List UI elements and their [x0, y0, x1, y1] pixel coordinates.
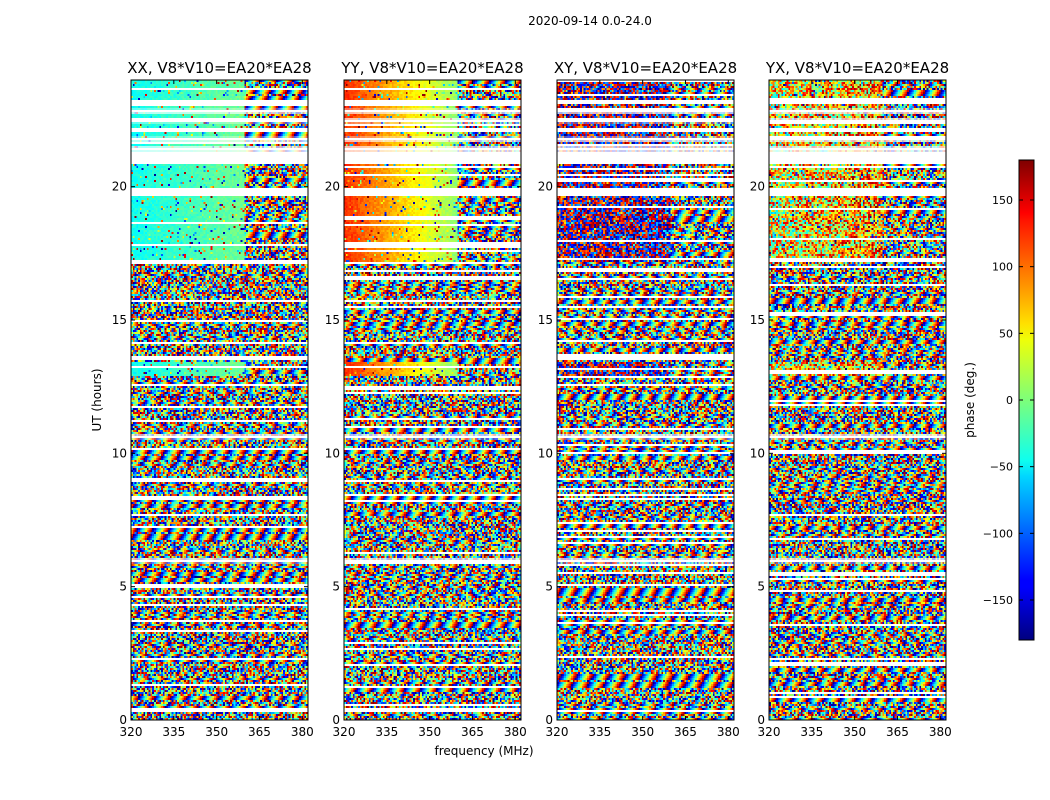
x-tick-label: 335: [162, 725, 185, 739]
x-tick-label: 365: [461, 725, 484, 739]
panel-title: XY, V8*V10=EA20*EA28: [554, 59, 737, 77]
x-tick-label: 350: [631, 725, 654, 739]
y-tick-label: 20: [325, 180, 340, 194]
y-tick-label: 15: [112, 313, 127, 327]
colorbar-tick-label: 0: [1006, 394, 1013, 407]
y-tick-label: 5: [545, 580, 553, 594]
colorbar-tick-label: 150: [992, 194, 1013, 207]
x-tick-label: 320: [333, 725, 356, 739]
phase-image: [769, 80, 946, 720]
colorbar-tick-label: −150: [983, 594, 1013, 607]
y-tick-label: 10: [538, 446, 553, 460]
x-tick-label: 320: [120, 725, 143, 739]
y-tick-label: 10: [325, 446, 340, 460]
y-tick-label: 5: [757, 580, 765, 594]
y-tick-label: 15: [750, 313, 765, 327]
x-axis-label: frequency (MHz): [434, 744, 533, 758]
x-tick-label: 350: [418, 725, 441, 739]
x-tick-label: 365: [248, 725, 271, 739]
y-tick-label: 0: [332, 713, 340, 727]
y-tick-label: 15: [538, 313, 553, 327]
y-tick-label: 20: [538, 180, 553, 194]
panel-3: XY, V8*V10=EA20*EA28 320 335 350 365 380 0 5 10 1…: [538, 59, 740, 739]
y-tick-label: 10: [112, 446, 127, 460]
colorbar-tick-label: −100: [983, 527, 1013, 540]
x-tick-label: 380: [291, 725, 314, 739]
phase-image: [344, 80, 521, 720]
y-tick-label: 5: [332, 580, 340, 594]
panel-title: XX, V8*V10=EA20*EA28: [127, 59, 311, 77]
phase-image: [557, 80, 734, 720]
panel-frame: [343, 79, 522, 721]
panel-title: YY, V8*V10=EA20*EA28: [340, 59, 523, 77]
y-tick-label: 5: [119, 580, 127, 594]
x-tick-label: 380: [504, 725, 527, 739]
x-tick-label: 350: [205, 725, 228, 739]
panel-frame: [768, 79, 947, 721]
y-tick-label: 20: [750, 180, 765, 194]
x-tick-label: 365: [674, 725, 697, 739]
panel-title: YX, V8*V10=EA20*EA28: [765, 59, 949, 77]
x-tick-label: 335: [588, 725, 611, 739]
panel-frame: [556, 79, 735, 721]
x-tick-label: 380: [929, 725, 952, 739]
colorbar-tick-label: 50: [999, 327, 1013, 340]
figure-title: 2020-09-14 0.0-24.0: [528, 14, 652, 28]
y-tick-label: 15: [325, 313, 340, 327]
y-axis-label: UT (hours): [90, 368, 104, 431]
panel-4: YX, V8*V10=EA20*EA28 320 335 350 365 380 0 5 10 1…: [750, 59, 952, 739]
panel-frame: [130, 79, 309, 721]
x-tick-label: 320: [758, 725, 781, 739]
y-tick-label: 10: [750, 446, 765, 460]
x-tick-label: 365: [886, 725, 909, 739]
y-tick-label: 0: [757, 713, 765, 727]
y-tick-label: 0: [545, 713, 553, 727]
y-tick-label: 20: [112, 180, 127, 194]
colorbar-tick-label: −50: [990, 461, 1013, 474]
x-tick-label: 350: [843, 725, 866, 739]
x-tick-label: 380: [717, 725, 740, 739]
panel-1: XX, V8*V10=EA20*EA28 320 335 350 365 380 0 5 10 1…: [112, 59, 314, 739]
x-tick-label: 335: [375, 725, 398, 739]
x-tick-label: 320: [546, 725, 569, 739]
x-tick-label: 335: [800, 725, 823, 739]
y-tick-label: 0: [119, 713, 127, 727]
phase-image: [131, 80, 308, 720]
panel-2: YY, V8*V10=EA20*EA28 320 335 350 365 380 0 5 10 1…: [325, 59, 527, 739]
colorbar-tick-label: 100: [992, 261, 1013, 274]
colorbar-label: phase (deg.): [963, 362, 977, 438]
